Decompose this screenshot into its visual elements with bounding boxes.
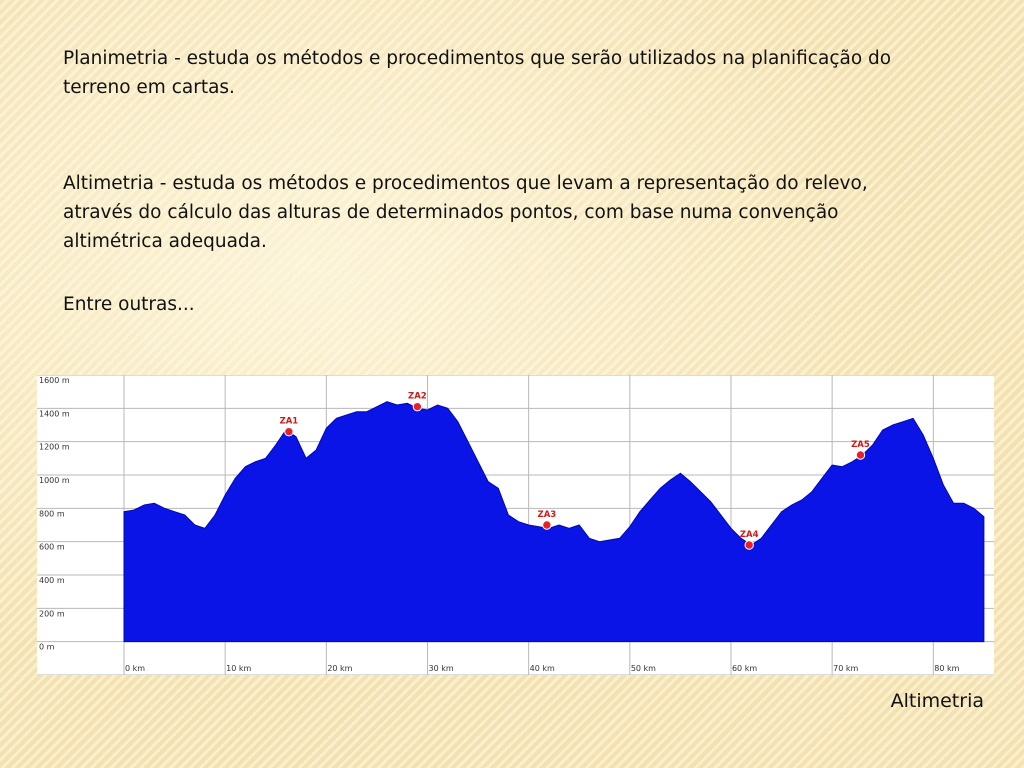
x-tick-label: 10 km	[226, 664, 251, 673]
reference-point-marker	[744, 540, 754, 550]
x-tick-label: 80 km	[934, 664, 959, 673]
reference-point-marker	[284, 426, 294, 437]
reference-point-label: ZA2	[408, 392, 427, 402]
y-tick-label: 800 m	[39, 509, 65, 518]
altimetria-text: estuda os métodos e procedimentos que le…	[63, 173, 868, 252]
planimetria-paragraph: Planimetria - estuda os métodos e proced…	[63, 44, 893, 102]
reference-point-label: ZA5	[851, 440, 870, 450]
y-tick-label: 1200 m	[39, 443, 70, 452]
x-tick-label: 20 km	[327, 664, 352, 673]
reference-point-marker	[412, 401, 423, 412]
planimetria-text: estuda os métodos e procedimentos que se…	[63, 48, 892, 98]
reference-point-marker	[855, 450, 866, 460]
x-tick-label: 40 km	[530, 664, 555, 673]
x-tick-label: 50 km	[631, 664, 656, 673]
y-tick-label: 600 m	[39, 543, 65, 552]
reference-point-label: ZA4	[740, 530, 759, 540]
elevation-area	[123, 401, 985, 643]
y-tick-label: 200 m	[39, 609, 65, 618]
reference-point-label: ZA1	[280, 417, 299, 427]
y-tick-label: 1000 m	[39, 476, 70, 485]
y-tick-label: 1400 m	[39, 409, 70, 418]
x-tick-label: 60 km	[732, 664, 757, 673]
altimetria-paragraph: Altimetria - estuda os métodos e procedi…	[63, 169, 893, 256]
altimetria-term: Altimetria -	[63, 173, 167, 194]
planimetria-term: Planimetria -	[63, 48, 181, 69]
reference-point-label: ZA3	[538, 510, 557, 520]
reference-point-marker	[542, 520, 552, 530]
x-tick-label: 0 km	[125, 664, 145, 673]
y-tick-label: 400 m	[39, 576, 65, 585]
x-tick-label: 70 km	[833, 664, 858, 673]
y-tick-label: 0 m	[39, 643, 55, 652]
x-tick-label: 30 km	[428, 664, 453, 673]
figure-caption: Altimetria	[890, 690, 984, 712]
y-tick-label: 1600 m	[39, 376, 70, 385]
others-text: Entre outras...	[63, 294, 195, 315]
